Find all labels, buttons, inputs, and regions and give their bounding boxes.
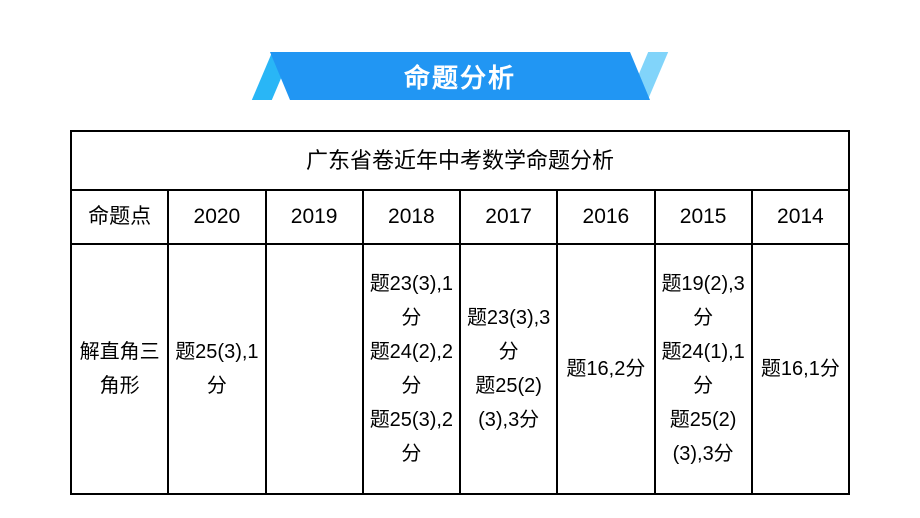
cell-2014: 题16,1分 [752,244,849,494]
analysis-table: 广东省卷近年中考数学命题分析 命题点 2020 2019 2018 2017 2… [70,130,850,495]
table-row: 解直角三角形 题25(3),1分 题23(3),1分题24(2),2分题25(3… [71,244,849,494]
col-header-2015: 2015 [655,190,752,244]
analysis-table-container: 广东省卷近年中考数学命题分析 命题点 2020 2019 2018 2017 2… [70,130,850,495]
table-header-row: 命题点 2020 2019 2018 2017 2016 2015 2014 [71,190,849,244]
col-header-2019: 2019 [266,190,363,244]
col-header-topic: 命题点 [71,190,168,244]
cell-2019 [266,244,363,494]
col-header-2017: 2017 [460,190,557,244]
cell-2020: 题25(3),1分 [168,244,265,494]
col-header-2014: 2014 [752,190,849,244]
table-title: 广东省卷近年中考数学命题分析 [71,131,849,190]
banner-title: 命题分析 [404,58,516,95]
col-header-2016: 2016 [557,190,654,244]
cell-2016: 题16,2分 [557,244,654,494]
table-title-row: 广东省卷近年中考数学命题分析 [71,131,849,190]
cell-2018: 题23(3),1分题24(2),2分题25(3),2分 [363,244,460,494]
section-banner: 命题分析 [270,52,650,100]
col-header-2018: 2018 [363,190,460,244]
col-header-2020: 2020 [168,190,265,244]
cell-2015: 题19(2),3分题24(1),1分题25(2)(3),3分 [655,244,752,494]
cell-topic: 解直角三角形 [71,244,168,494]
cell-2017: 题23(3),3分题25(2)(3),3分 [460,244,557,494]
banner-main: 命题分析 [290,52,630,100]
